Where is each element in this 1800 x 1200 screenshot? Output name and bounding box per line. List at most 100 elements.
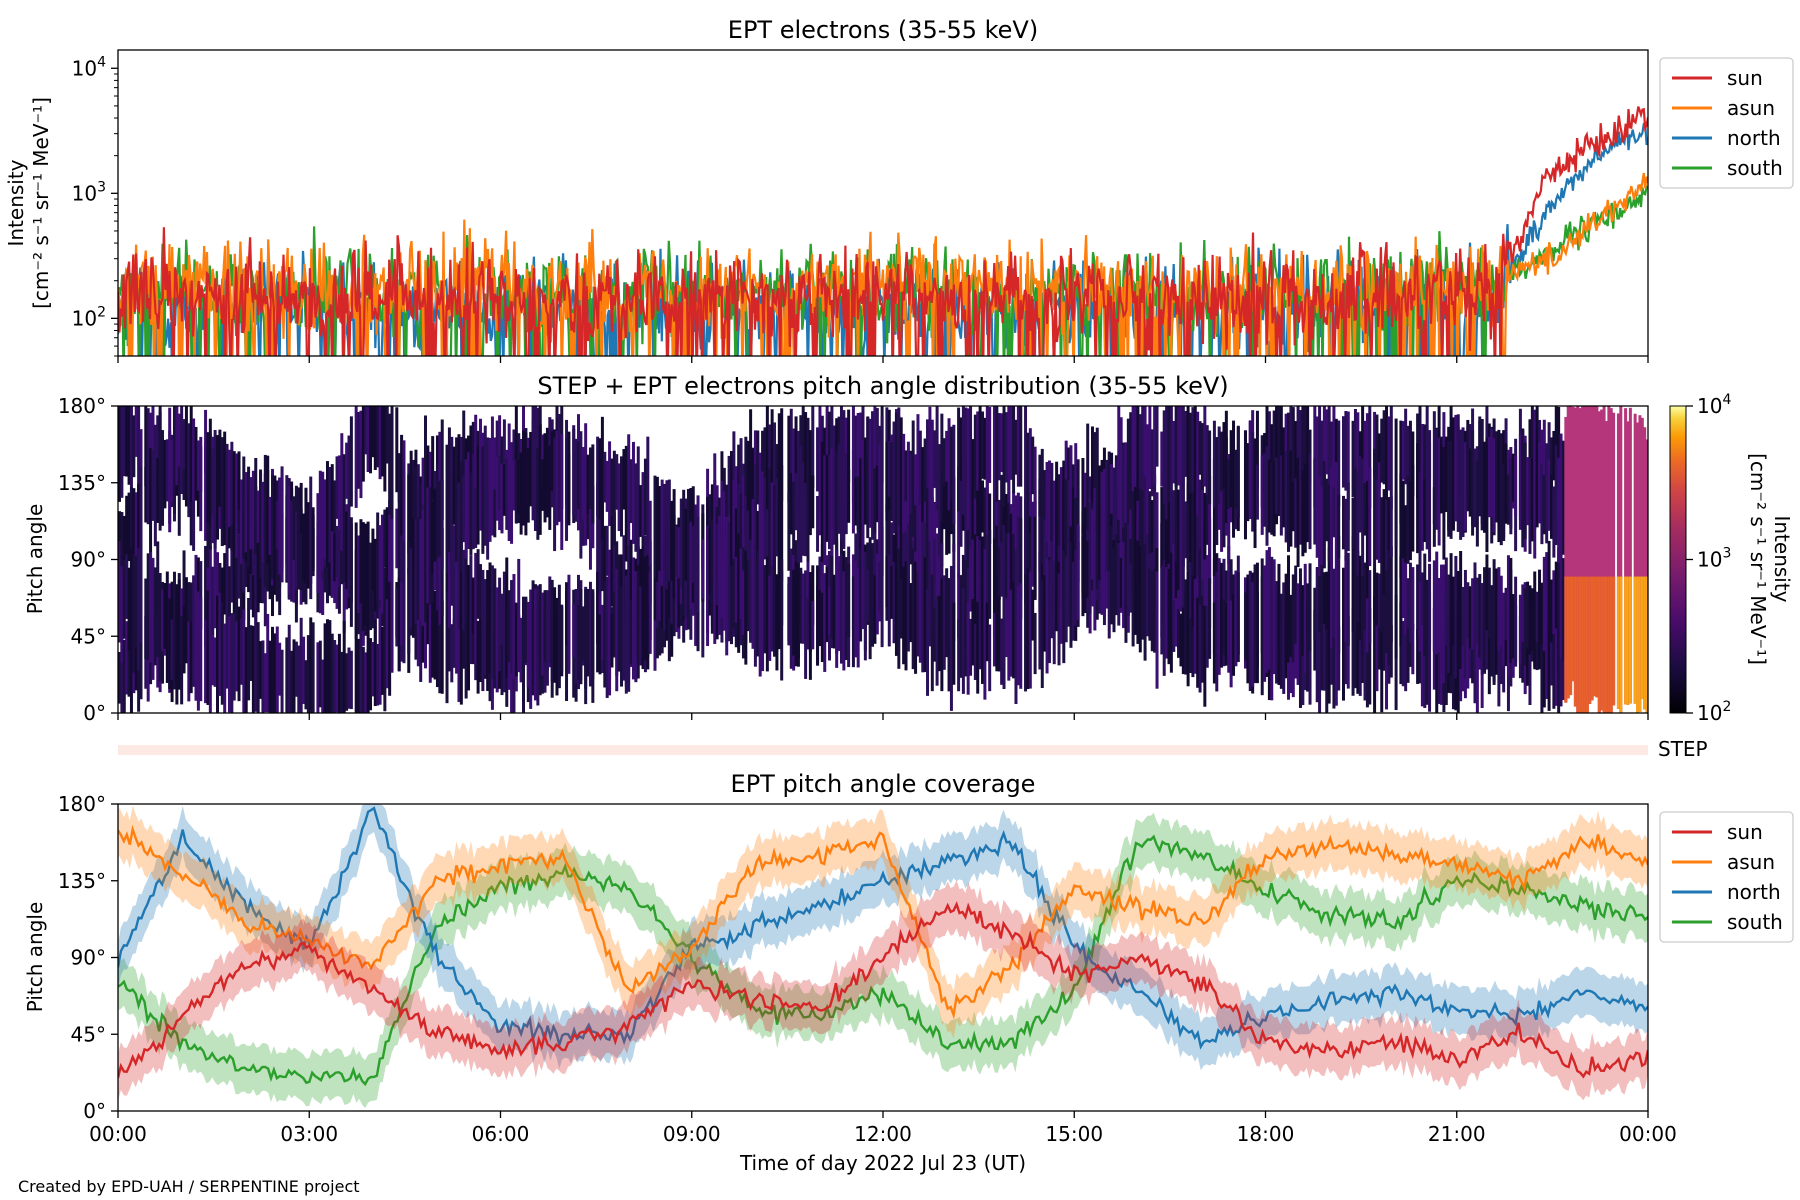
pad-cell xyxy=(1514,576,1518,667)
pad-cell xyxy=(588,470,592,570)
pad-cell xyxy=(737,533,741,653)
pad-cell xyxy=(1334,418,1338,504)
pad-cell xyxy=(251,470,255,549)
pad-cell xyxy=(1220,461,1224,552)
pad-cell xyxy=(1086,540,1090,598)
pad-cell xyxy=(976,601,980,694)
pad-cell xyxy=(1394,538,1398,659)
pad-cell xyxy=(818,459,822,536)
pad-cell xyxy=(227,566,231,631)
pad-cell xyxy=(756,430,760,505)
coverage-legend: sun asun north south xyxy=(1659,811,1794,943)
pad-cell xyxy=(1578,576,1582,713)
pad-cell xyxy=(1504,443,1508,524)
pad-cell xyxy=(1138,414,1142,490)
pad-cell xyxy=(223,623,227,713)
pad-cell xyxy=(1463,442,1467,531)
pad-cell xyxy=(435,602,439,688)
pad-cell xyxy=(1134,469,1138,542)
pad-cell xyxy=(1234,573,1238,667)
pad-cell xyxy=(1444,436,1448,513)
pad-cell xyxy=(921,597,925,673)
pad-cell xyxy=(397,453,401,503)
pad-cell xyxy=(1368,608,1372,705)
pad-cell xyxy=(751,499,755,560)
pad-cell xyxy=(722,546,726,609)
pad-cell xyxy=(1251,431,1255,532)
pad-cell xyxy=(763,427,767,514)
pad-cell xyxy=(469,555,473,665)
pad-cell xyxy=(1377,433,1381,488)
pad-cell xyxy=(1475,577,1479,644)
pad-cell xyxy=(268,640,272,713)
pad-cell xyxy=(1428,563,1432,645)
pad-cell xyxy=(899,479,903,598)
pad-cell xyxy=(1593,576,1597,697)
pad-cell xyxy=(1110,525,1114,625)
pad-cell xyxy=(345,653,349,711)
pad-cell xyxy=(1234,449,1238,509)
pad-cell xyxy=(969,548,973,612)
pad-cell xyxy=(605,525,609,576)
pad-cell xyxy=(603,451,607,503)
pad-cell xyxy=(380,626,384,695)
pad-cell xyxy=(622,611,626,681)
pad-cell xyxy=(354,522,358,631)
pad-cell xyxy=(548,445,552,530)
pad-cell xyxy=(560,604,564,672)
pad-cell xyxy=(1000,474,1004,587)
pad-cell xyxy=(565,582,569,645)
pad-cell xyxy=(1640,576,1644,700)
pad-cell xyxy=(787,576,791,646)
pad-cell xyxy=(1052,560,1056,665)
pad-cell xyxy=(1253,440,1257,549)
pad-cell xyxy=(1095,427,1099,532)
pad-cell xyxy=(1174,406,1178,488)
pad-cell xyxy=(309,476,313,584)
pad-cell xyxy=(328,620,332,713)
pad-cell xyxy=(1012,534,1016,590)
pad-cell xyxy=(1351,536,1355,632)
pad-cell xyxy=(1425,454,1429,550)
pad-cell xyxy=(995,611,999,672)
pad-cell xyxy=(471,453,475,550)
pad-cell xyxy=(1236,572,1240,663)
pad-cell xyxy=(1026,568,1030,689)
pad-cell xyxy=(137,548,141,671)
pad-cell xyxy=(686,488,690,611)
pad-cell xyxy=(1571,576,1575,682)
pad-cell xyxy=(304,660,308,710)
pad-cell xyxy=(474,552,478,665)
pad-cell xyxy=(911,420,915,537)
pad-cell xyxy=(1272,461,1276,537)
pad-cell xyxy=(830,406,834,488)
pad-cell xyxy=(1526,457,1530,526)
pad-cell xyxy=(1406,475,1410,564)
pad-cell xyxy=(478,564,482,620)
pad-cell xyxy=(1497,567,1501,652)
pad-cell xyxy=(242,456,246,559)
pad-cell xyxy=(380,514,384,614)
pad-cell xyxy=(450,624,454,683)
pad-cell xyxy=(923,477,927,549)
pad-cell xyxy=(1416,443,1420,554)
pad-cell xyxy=(1322,572,1326,624)
pad-cell xyxy=(866,416,870,539)
pad-cell xyxy=(945,430,949,482)
pad-cell xyxy=(1528,585,1532,655)
pad-cell xyxy=(170,619,174,680)
pad-cell xyxy=(1368,570,1372,644)
intensity-plot-area xyxy=(118,106,1648,356)
pad-cell xyxy=(1019,518,1023,619)
pad-cell xyxy=(983,618,987,700)
pad-cell xyxy=(120,512,124,582)
pad-cell xyxy=(1004,598,1008,658)
pad-cell xyxy=(474,414,478,530)
pad-cell xyxy=(316,642,320,713)
pad-cell xyxy=(856,567,860,668)
pad-cell xyxy=(483,462,487,546)
y-tick-label: 135° xyxy=(58,471,106,495)
pad-cell xyxy=(655,598,659,659)
pad-cell xyxy=(505,457,509,530)
pad-cell xyxy=(259,469,263,579)
